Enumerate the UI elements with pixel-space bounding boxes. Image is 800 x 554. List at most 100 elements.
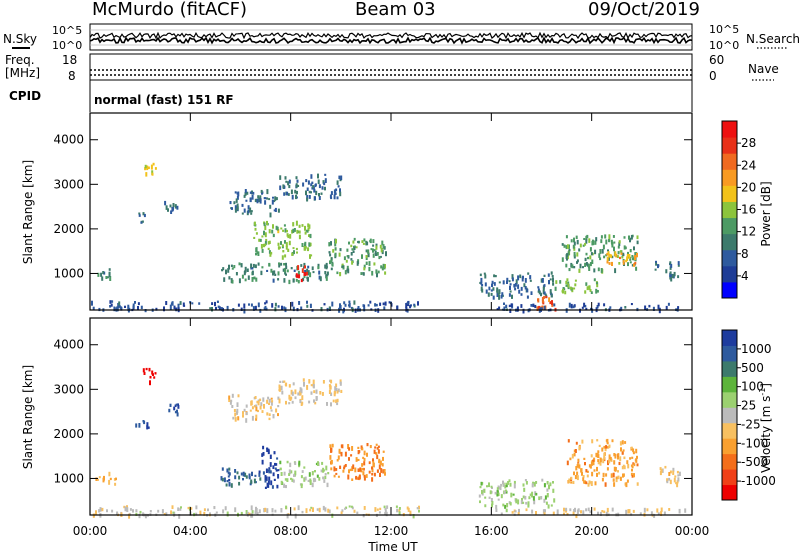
power-cell-11 [492,287,495,291]
velocity-cell-11 [550,504,553,507]
velocity-cell-12 [684,508,687,513]
velocity-cell-4 [253,478,256,484]
velocity-cell-13 [610,473,613,478]
velocity-cell-11 [488,482,490,488]
velocity-cell-4 [230,483,233,488]
power-cell-11 [501,294,504,297]
velocity-cell-13 [607,446,609,449]
power-colorbar-swatch [722,201,737,219]
velocity-cell-4 [242,471,245,477]
power-cell-5 [268,250,271,254]
velocity-cell-8 [251,415,254,421]
power-cell-11 [526,288,529,293]
power-cell-4 [297,280,300,284]
power-cell-11 [519,275,522,279]
velocity-cell-10 [327,508,330,513]
power-cell-4 [284,272,287,275]
velocity-cell-10 [418,509,420,513]
velocity-cell-12 [603,510,606,514]
power-cell-6 [306,271,308,276]
power-cell-4 [282,268,285,272]
velocity-cell-13 [571,453,574,459]
velocity-cell-13 [612,478,615,482]
velocity-cell-13 [629,457,632,460]
power-cell-4 [306,268,309,273]
velocity-cell-12 [574,507,576,513]
power-cell-14 [585,235,588,241]
velocity-cell-10 [180,506,182,509]
power-cell-7 [372,244,375,247]
velocity-cell-7 [338,448,341,454]
power-cell-8 [254,198,257,203]
velocity-cell-5 [268,468,271,473]
power-cell-11 [549,278,552,281]
velocity-cell-6 [309,480,312,485]
power-cell-9 [317,179,320,185]
power-cell-7 [362,242,365,245]
velocity-cell-2 [177,404,180,409]
power-cell-5 [292,247,295,250]
velocity-cell-10 [144,513,147,519]
power-cell-0 [144,167,147,171]
power-cell-14 [630,235,633,240]
power-ylabel: Slant Range [km] [21,160,35,264]
velocity-cell-10 [246,511,249,517]
power-cell-10 [353,300,356,305]
power-cell-5 [267,241,270,245]
power-cell-5 [283,224,286,227]
velocity-cell-12 [656,508,659,513]
power-cell-14 [598,253,601,258]
x-tick-label: 00:00 [675,524,710,538]
power-cell-7 [353,245,356,248]
power-cell-4 [250,263,253,268]
power-cell-17 [569,286,572,290]
velocity-cell-12 [505,508,508,513]
velocity-cell-5 [267,449,270,455]
power-cell-7 [346,265,349,270]
velocity-cell-13 [594,481,597,486]
velocity-cell-9 [291,400,294,404]
power-cell-10 [375,303,378,307]
power-cell-14 [566,253,569,257]
power-cell-10 [274,307,277,312]
velocity-cell-10 [128,513,131,519]
power-cell-4 [273,270,276,275]
power-cell-14 [588,238,591,243]
velocity-cell-9 [312,384,315,389]
velocity-cell-11 [525,501,528,505]
power-cell-12 [551,300,553,305]
velocity-cell-11 [525,481,528,485]
velocity-cell-12 [587,507,590,512]
velocity-cell-7 [329,444,332,448]
power-cell-4 [278,262,280,265]
power-cell-13 [570,303,573,309]
velocity-cell-7 [376,454,379,460]
velocity-cell-11 [500,483,503,487]
velocity-cell-4 [245,475,248,479]
power-cell-5 [291,252,294,256]
velocity-cell-8 [270,409,273,412]
power-cell-15 [634,261,637,265]
power-cell-7 [385,251,387,257]
power-cell-14 [631,264,634,267]
power-cell-15 [607,251,610,255]
power-cell-10 [171,303,174,306]
velocity-cell-11 [490,485,493,488]
power-cell-7 [329,260,331,265]
power-cell-10 [406,308,409,313]
power-cell-14 [582,266,584,269]
velocity-cell-8 [271,400,274,403]
velocity-cell-13 [630,464,633,467]
velocity-cell-6 [283,483,286,488]
velocity-cell-9 [315,389,318,394]
power-cell-11 [509,285,511,290]
velocity-cell-5 [262,471,265,475]
velocity-cell-12 [663,511,666,515]
velocity-colorbar-tick-label: -1000 [741,474,776,488]
velocity-cell-9 [306,385,309,390]
power-cell-7 [372,253,375,258]
power-cell-5 [292,222,295,227]
velocity-cell-11 [534,491,537,496]
velocity-cell-7 [342,469,345,473]
